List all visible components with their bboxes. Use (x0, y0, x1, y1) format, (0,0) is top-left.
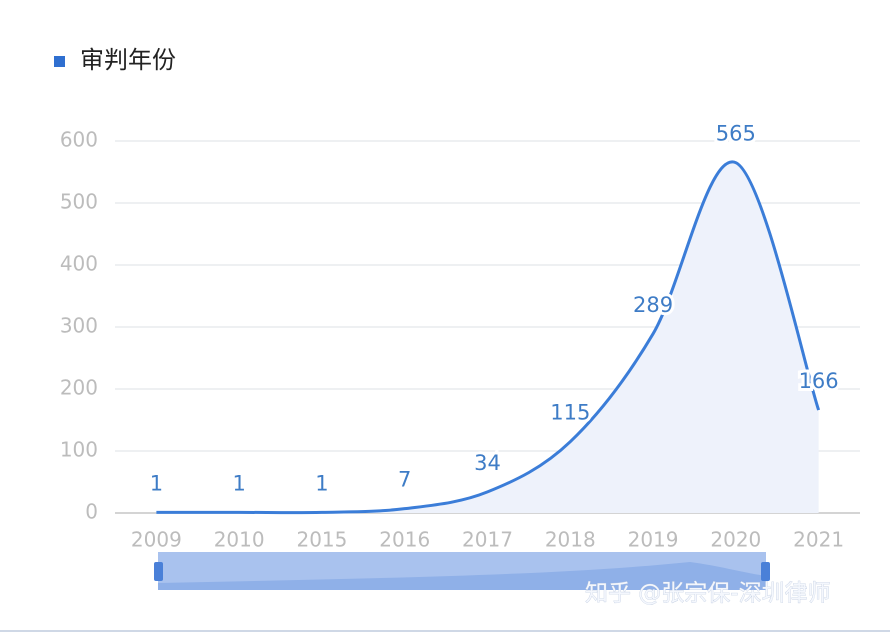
grid: 0 100 200 300 400 500 600 2009 2010 2015 2016 2017 2… (60, 128, 860, 552)
value-label: 1 (315, 471, 328, 495)
line (156, 160, 821, 515)
value-label: 289 (633, 293, 673, 317)
x-tick-label: 2020 (710, 528, 761, 552)
value-label: 115 (550, 401, 590, 425)
area (156, 161, 819, 513)
zoom-handle[interactable] (154, 562, 163, 581)
value-label: 7 (398, 468, 411, 492)
y-tick-label: 400 (60, 252, 98, 276)
value-label: 34 (474, 451, 501, 475)
y-tick-label: 100 (60, 438, 98, 462)
x-tick-label: 2015 (296, 528, 347, 552)
x-tick-label: 2019 (628, 528, 679, 552)
value-label: 166 (799, 369, 839, 393)
y-tick-label: 300 (60, 314, 98, 338)
data-zoom[interactable] (154, 552, 770, 590)
y-tick-label: 500 (60, 190, 98, 214)
watermark: 知乎 @张宗保-深圳律师 (585, 581, 831, 607)
value-label: 565 (716, 122, 756, 146)
zoom-handle[interactable] (761, 562, 770, 581)
y-tick-label: 200 (60, 376, 98, 400)
title-marker (54, 56, 65, 67)
x-tick-label: 2017 (462, 528, 513, 552)
chart-title: 审判年份 (80, 46, 176, 74)
x-tick-label: 2016 (379, 528, 430, 552)
y-tick-label: 0 (85, 500, 98, 524)
x-tick-label: 2018 (545, 528, 596, 552)
x-tick-label: 2009 (131, 528, 182, 552)
x-tick-label: 2010 (214, 528, 265, 552)
zoom-preview (158, 562, 766, 590)
y-tick-label: 600 (60, 128, 98, 152)
value-label: 1 (232, 471, 245, 495)
x-tick-label: 2021 (793, 528, 844, 552)
plot: 1 1 1 7 34 115 289 565 166 (147, 119, 842, 515)
value-label: 1 (150, 471, 163, 495)
